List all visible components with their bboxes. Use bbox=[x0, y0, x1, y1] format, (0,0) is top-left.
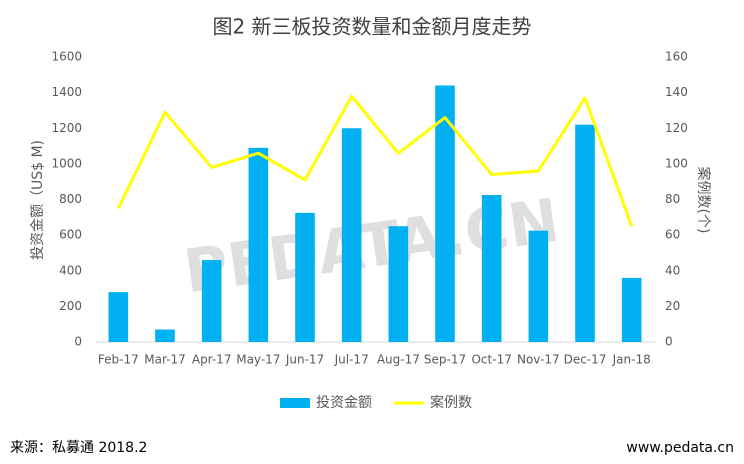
chart-title: 图2 新三板投资数量和金额月度走势 bbox=[212, 15, 531, 39]
x-tick-label: Aug-17 bbox=[377, 353, 420, 367]
y-tick-label: 400 bbox=[59, 263, 82, 277]
y2-tick-label: 120 bbox=[665, 121, 688, 135]
legend-label: 投资金额 bbox=[316, 395, 372, 411]
y2-tick-label: 100 bbox=[665, 156, 688, 170]
bar bbox=[201, 260, 222, 342]
bar bbox=[435, 85, 455, 342]
y2-tick-label: 40 bbox=[665, 263, 680, 277]
y-tick-label: 800 bbox=[59, 192, 82, 206]
y-tick-label: 0 bbox=[74, 335, 82, 349]
y2-axis-title: 案例数(个) bbox=[695, 167, 712, 234]
website: www.pedata.cn bbox=[626, 440, 734, 456]
bar bbox=[388, 226, 409, 342]
x-tick-label: Feb-17 bbox=[98, 353, 139, 367]
legend-label: 案例数 bbox=[430, 394, 472, 411]
x-tick-label: Dec-17 bbox=[564, 353, 607, 367]
bar bbox=[621, 277, 642, 342]
bar bbox=[481, 195, 502, 342]
y-axis-title: 投资金额（US$ M) bbox=[30, 140, 46, 260]
y2-tick-label: 140 bbox=[665, 85, 688, 99]
y-tick-label: 200 bbox=[59, 299, 82, 313]
x-tick-label: Jun-17 bbox=[285, 353, 324, 367]
y2-tick-label: 20 bbox=[665, 299, 680, 313]
x-tick-label: Oct-17 bbox=[471, 353, 511, 367]
x-tick-label: May-17 bbox=[236, 353, 280, 367]
bar bbox=[248, 147, 269, 342]
bar bbox=[295, 212, 315, 342]
x-tick-label: Nov-17 bbox=[517, 353, 560, 367]
y-tick-label: 1200 bbox=[51, 121, 82, 135]
bar bbox=[575, 124, 595, 342]
bar bbox=[528, 230, 549, 342]
line bbox=[116, 94, 634, 227]
source-note: 来源：私募通 2018.2 bbox=[10, 440, 147, 456]
legend-swatch bbox=[280, 398, 310, 408]
y-tick-label: 1400 bbox=[51, 85, 82, 99]
y-tick-label: 600 bbox=[59, 228, 82, 242]
x-tick-label: Jul-17 bbox=[334, 353, 369, 367]
y2-tick-label: 60 bbox=[665, 228, 680, 242]
x-tick-label: Apr-17 bbox=[192, 353, 232, 367]
x-tick-label: Jan-18 bbox=[612, 353, 651, 367]
y-tick-label: 1600 bbox=[51, 50, 82, 64]
bar bbox=[341, 128, 362, 342]
bar bbox=[155, 329, 175, 342]
y2-tick-label: 80 bbox=[665, 192, 680, 206]
y2-tick-label: 0 bbox=[665, 335, 673, 349]
x-tick-label: Mar-17 bbox=[144, 353, 185, 367]
y2-tick-label: 160 bbox=[665, 50, 688, 64]
x-tick-label: Sep-17 bbox=[424, 353, 466, 367]
y-tick-label: 1000 bbox=[51, 156, 82, 170]
bar bbox=[108, 292, 129, 342]
